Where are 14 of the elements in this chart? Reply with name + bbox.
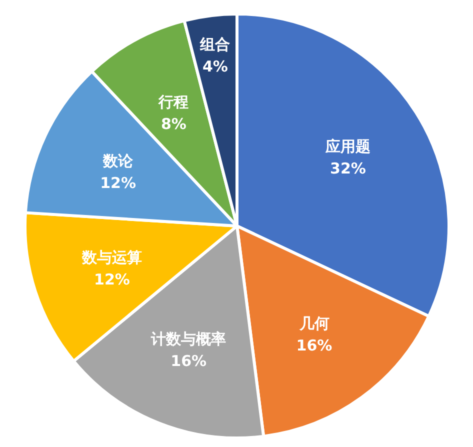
data-label: 12% xyxy=(94,270,130,289)
data-label: 8% xyxy=(160,114,186,133)
data-label: 32% xyxy=(330,160,366,178)
slice-label: 几何 xyxy=(298,314,330,332)
slice-label: 数与运算 xyxy=(80,248,142,267)
data-label: 16% xyxy=(170,352,207,370)
slice-label: 数论 xyxy=(102,152,134,170)
data-label: 4% xyxy=(202,58,228,76)
slice-label: 组合 xyxy=(199,36,230,54)
slice-label: 应用题 xyxy=(324,138,370,156)
slice-label: 行程 xyxy=(158,92,189,111)
data-label: 16% xyxy=(296,336,332,354)
slice-label: 计数与概率 xyxy=(150,330,226,348)
data-label: 12% xyxy=(100,174,136,192)
